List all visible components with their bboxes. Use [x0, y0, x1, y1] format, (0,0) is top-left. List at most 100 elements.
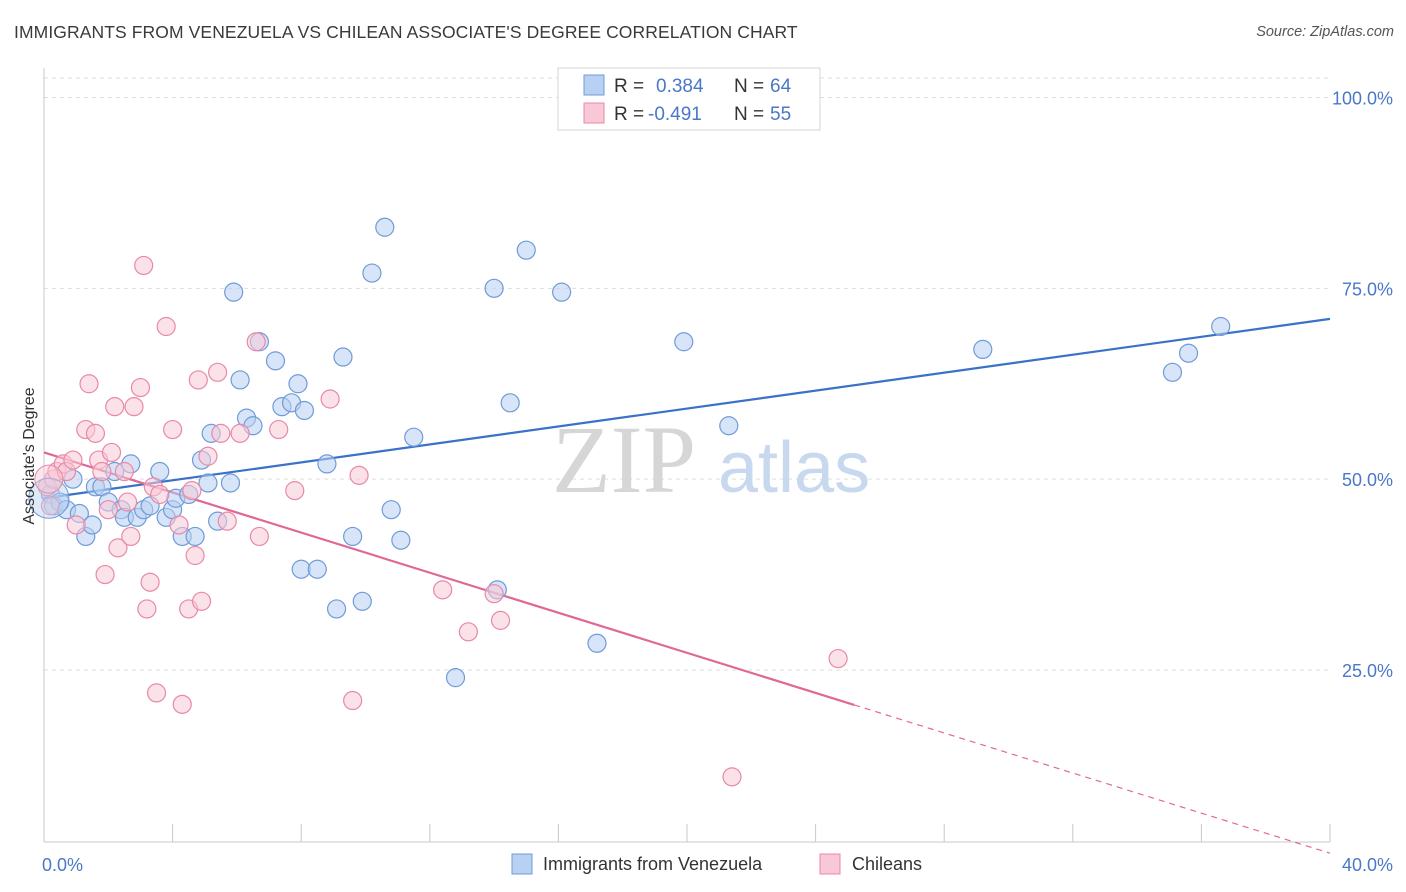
chilean-point: [169, 515, 189, 535]
y-axis-title: Associate's Degree: [21, 387, 38, 524]
chilean-point: [63, 450, 83, 470]
chilean-point: [343, 690, 363, 711]
x-tick-label: 40.0%: [1342, 855, 1393, 875]
chilean-point: [490, 610, 511, 630]
series-legend-label-1: Immigrants from Venezuela: [543, 854, 763, 874]
chilean-point: [117, 492, 138, 512]
chilean-point: [285, 481, 305, 501]
chilean-point: [121, 526, 141, 547]
chilean-point: [188, 370, 208, 390]
chilean-point: [163, 419, 183, 440]
chilean-point: [79, 374, 99, 394]
chilean-point: [246, 332, 266, 352]
legend-n-value-1: 64: [770, 76, 792, 97]
legend-r-label-2: R =: [614, 104, 644, 125]
chilean-point: [722, 767, 742, 787]
legend-n-value-2: 55: [770, 104, 791, 125]
venezuela-point: [973, 339, 993, 359]
y-tick-label: 50.0%: [1342, 470, 1393, 490]
chilean-point: [828, 648, 848, 669]
chilean-point: [114, 461, 134, 482]
venezuela-point: [587, 633, 607, 653]
y-tick-label: 75.0%: [1342, 279, 1393, 299]
legend-n-label-2: N =: [734, 104, 764, 125]
series-legend: Immigrants from Venezuela Chileans: [511, 853, 922, 875]
venezuela-point: [375, 217, 395, 237]
venezuela-point: [326, 599, 347, 619]
x-tick-label: 0.0%: [42, 855, 83, 875]
chilean-point: [34, 464, 64, 494]
venezuela-point: [333, 347, 353, 367]
chilean-trendline-extension: [854, 704, 1331, 854]
venezuela-point: [288, 374, 308, 394]
chilean-point: [320, 389, 340, 409]
chilean-point: [182, 481, 202, 501]
chilean-point: [191, 591, 212, 611]
venezuela-point: [674, 332, 694, 352]
chilean-point: [211, 423, 231, 443]
chilean-point: [458, 622, 478, 642]
venezuela-point: [343, 526, 363, 547]
legend-r-value-1: 0.384: [656, 76, 704, 97]
chilean-point: [124, 397, 144, 417]
venezuela-point: [317, 454, 337, 474]
trend-layer: [43, 317, 1331, 854]
chilean-point: [172, 694, 192, 714]
venezuela-point: [265, 351, 286, 371]
venezuela-trendline: [43, 317, 1331, 500]
legend-swatch-pink: [583, 102, 605, 124]
venezuela-point: [220, 473, 241, 493]
chilean-point: [108, 538, 128, 558]
chilean-point: [217, 511, 237, 531]
chilean-point: [140, 572, 160, 592]
series-legend-swatch-pink: [819, 853, 841, 875]
venezuela-point: [381, 500, 401, 520]
legend-n-label-1: N =: [734, 76, 764, 97]
watermark-zip: ZIP: [552, 406, 696, 513]
chilean-point: [130, 377, 151, 398]
venezuela-point: [719, 416, 739, 436]
venezuela-point: [82, 515, 102, 535]
chilean-point: [198, 446, 218, 466]
venezuela-point: [352, 591, 372, 611]
chart-title: IMMIGRANTS FROM VENEZUELA VS CHILEAN ASS…: [14, 22, 798, 42]
series-legend-swatch-blue: [511, 853, 533, 875]
chilean-point: [85, 423, 106, 443]
venezuela-point: [224, 282, 244, 302]
venezuela-point: [291, 559, 311, 579]
venezuela-point: [185, 526, 205, 547]
venezuela-point: [294, 400, 315, 421]
chart-source: Source: ZipAtlas.com: [1256, 24, 1394, 40]
venezuela-point: [404, 427, 424, 447]
chilean-point: [134, 255, 154, 276]
axis-layer: [43, 68, 1331, 843]
points-layer: [28, 217, 1231, 787]
venezuela-point: [1162, 362, 1183, 382]
venezuela-point: [552, 282, 572, 302]
chilean-point: [269, 419, 289, 440]
chilean-point: [433, 580, 453, 600]
chilean-point: [98, 500, 118, 520]
chilean-point: [208, 362, 228, 382]
chilean-point: [40, 496, 61, 516]
chilean-point: [349, 465, 369, 485]
chilean-point: [146, 683, 167, 703]
chilean-point: [95, 564, 115, 585]
stats-legend: R = 0.384 N = 64 R = -0.491 N = 55: [557, 67, 821, 131]
chilean-point: [92, 461, 112, 482]
y-tick-label: 25.0%: [1342, 661, 1393, 681]
venezuela-point: [362, 263, 382, 283]
tick-labels: 25.0% 50.0% 75.0% 100.0% 0.0% 40.0%: [42, 89, 1393, 876]
watermark: ZIP atlas: [552, 406, 870, 513]
legend-r-label-1: R =: [614, 76, 644, 97]
chilean-point: [230, 423, 250, 443]
venezuela-point: [1178, 343, 1199, 363]
chilean-point: [249, 526, 270, 547]
venezuela-point: [230, 370, 250, 390]
chilean-point: [156, 316, 176, 337]
chilean-point: [137, 599, 157, 619]
venezuela-point: [484, 278, 504, 298]
series-legend-label-2: Chileans: [852, 854, 922, 874]
chilean-point: [66, 515, 86, 535]
